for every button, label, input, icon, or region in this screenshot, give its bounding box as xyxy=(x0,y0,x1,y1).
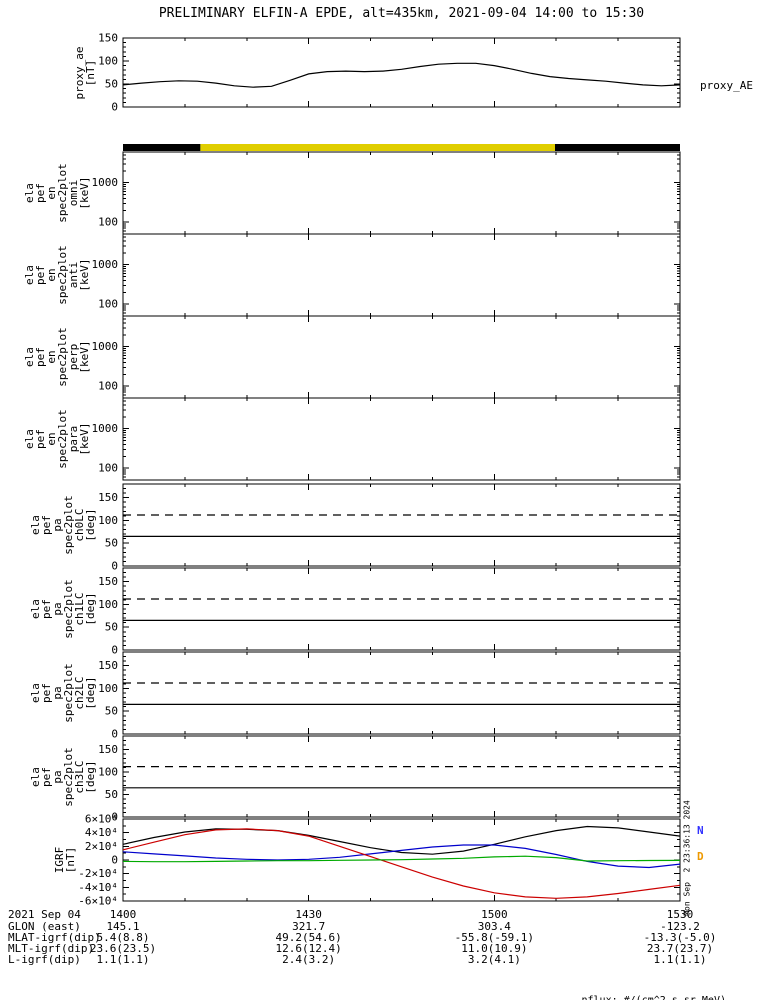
panel-box-pa_ch1 xyxy=(122,567,681,651)
axis-tick-label: -2×10⁴ xyxy=(78,867,118,880)
axis-tick-label: 50 xyxy=(105,78,118,91)
x-tick-label: 1400 xyxy=(109,908,137,921)
science-zone-bar-segment xyxy=(555,144,680,151)
axis-tick-label: 100 xyxy=(98,216,118,229)
x-row-value: 1.1(1.1) xyxy=(96,953,150,966)
panel-box-pa_ch0 xyxy=(122,483,681,567)
x-row-label: GLON (east) xyxy=(8,920,81,933)
series-b-black xyxy=(122,825,681,855)
panel-ylabel-pa_ch2: ela pef pa spec2plot ch2LC [deg] xyxy=(29,663,98,723)
axis-tick-label: -6×10⁴ xyxy=(78,895,118,908)
science-zone-bar-segment xyxy=(123,144,201,151)
x-row-value: 11.0(10.9) xyxy=(461,942,528,955)
axis-tick-label: 1000 xyxy=(92,422,119,435)
axis-tick-label: 100 xyxy=(98,766,118,779)
axis-tick-label: 4×10⁴ xyxy=(85,826,118,839)
axis-tick-label: 0 xyxy=(111,560,118,573)
axis-tick-label: 0 xyxy=(111,854,118,867)
x-row-value: -55.8(-59.1) xyxy=(454,931,535,944)
panel-box-en_para xyxy=(122,397,681,481)
panel-box-proxy_ae xyxy=(122,37,681,108)
x-tick-label: 1430 xyxy=(295,908,322,921)
panel-box-pa_ch2 xyxy=(122,651,681,735)
panel-ylabel-pa_ch0: ela pef pa spec2plot ch0LC [deg] xyxy=(29,495,98,555)
axis-tick-label: 100 xyxy=(98,298,118,311)
axis-tick-label: 0 xyxy=(111,101,118,114)
x-date-label: 2021 Sep 04 xyxy=(8,908,81,921)
panel-ylabel-proxy_ae: proxy_ae [nT] xyxy=(73,46,98,99)
axis-tick-label: 150 xyxy=(98,743,118,756)
axis-tick-label: 1000 xyxy=(92,258,119,271)
axis-tick-label: 50 xyxy=(105,537,118,550)
series-proxy_ae xyxy=(122,62,681,88)
x-row-value: 145.1 xyxy=(106,920,140,933)
panel-box-en_anti xyxy=(122,233,681,317)
axis-tick-label: 6×10⁴ xyxy=(85,813,118,826)
axis-tick-label: 2×10⁴ xyxy=(85,840,118,853)
x-row-value: 3.2(4.1) xyxy=(467,953,521,966)
x-row-value: -123.2 xyxy=(660,920,700,933)
x-row-label: MLAT-igrf(dip) xyxy=(8,931,101,944)
panel-ylabel-en_perp: ela pef en spec2plot perp [keV] xyxy=(22,327,91,387)
axis-tick-label: 150 xyxy=(98,575,118,588)
x-row-value: 49.2(54.6) xyxy=(275,931,342,944)
axis-tick-label: -4×10⁴ xyxy=(78,881,118,894)
x-row-value: 23.6(23.5) xyxy=(89,942,157,955)
x-row-label: MLT-igrf(dip) xyxy=(8,942,95,955)
x-row-value: -13.3(-5.0) xyxy=(643,931,717,944)
axis-tick-label: 1000 xyxy=(92,340,119,353)
panel-ylabel-igrf: IGRF [nT] xyxy=(53,846,78,874)
x-row-value: 2.4(3.2) xyxy=(282,953,336,966)
axis-tick-label: 100 xyxy=(98,55,118,68)
axis-tick-label: 150 xyxy=(98,659,118,672)
axis-tick-label: 100 xyxy=(98,462,118,475)
science-zone-bar-segment xyxy=(200,144,555,151)
axis-tick-label: 0 xyxy=(111,811,118,824)
nflux-units-note: nflux: #/(cm^2 s sr MeV) xyxy=(527,995,727,1000)
panel-ylabel-en_anti: ela pef en spec2plot anti [keV] xyxy=(22,245,91,305)
x-row-value: 12.6(12.4) xyxy=(275,942,342,955)
series-b-red xyxy=(122,828,681,899)
igrf-legend-D: D xyxy=(697,850,704,863)
panel-box-en_perp xyxy=(122,315,681,399)
panel-ylabel-en_omni: ela pef en spec2plot omni [keV] xyxy=(22,163,91,223)
x-row-value: 23.7(23.7) xyxy=(646,942,714,955)
footer-annotations: nflux: #/(cm^2 s sr MeV) Created: Tue Se… xyxy=(527,973,727,1000)
axis-tick-label: 100 xyxy=(98,598,118,611)
axis-tick-label: 0 xyxy=(111,728,118,741)
x-row-value: 1.1(1.1) xyxy=(653,953,707,966)
x-row-value: 303.4 xyxy=(477,920,511,933)
axis-tick-label: 100 xyxy=(98,682,118,695)
proxy-ae-line-label: proxy_AE xyxy=(700,79,753,92)
series-b-blue xyxy=(122,844,681,869)
igrf-legend-N: N xyxy=(697,824,704,837)
panel-ylabel-pa_ch1: ela pef pa spec2plot ch1LC [deg] xyxy=(29,579,98,639)
axis-tick-label: 150 xyxy=(98,491,118,504)
panel-ylabel-pa_ch3: ela pef pa spec2plot ch3LC [deg] xyxy=(29,746,98,807)
x-row-label: L-igrf(dip) xyxy=(8,953,81,966)
panel-box-pa_ch3 xyxy=(122,735,681,818)
x-tick-label: 1530 xyxy=(666,908,694,921)
panel-ylabel-en_para: ela pef en spec2plot para [keV] xyxy=(22,409,91,469)
panel-box-en_omni xyxy=(122,151,681,235)
x-row-value: 321.7 xyxy=(292,920,326,933)
axis-tick-label: 50 xyxy=(105,621,118,634)
axis-tick-label: 150 xyxy=(98,32,118,45)
axis-tick-label: 100 xyxy=(98,514,118,527)
series-b-green xyxy=(122,855,681,863)
axis-tick-label: 1000 xyxy=(92,176,119,189)
axis-tick-label: 50 xyxy=(105,705,118,718)
axis-tick-label: 50 xyxy=(105,788,118,801)
axis-tick-label: 100 xyxy=(98,380,118,393)
side-timestamp-vertical: Mon Sep 2 23:36:13 2024 xyxy=(682,800,692,916)
x-row-value: 5.4(8.8) xyxy=(96,931,150,944)
x-tick-label: 1500 xyxy=(481,908,508,921)
plot-title: PRELIMINARY ELFIN-A EPDE, alt=435km, 202… xyxy=(158,6,645,21)
axis-tick-label: 0 xyxy=(111,644,118,657)
